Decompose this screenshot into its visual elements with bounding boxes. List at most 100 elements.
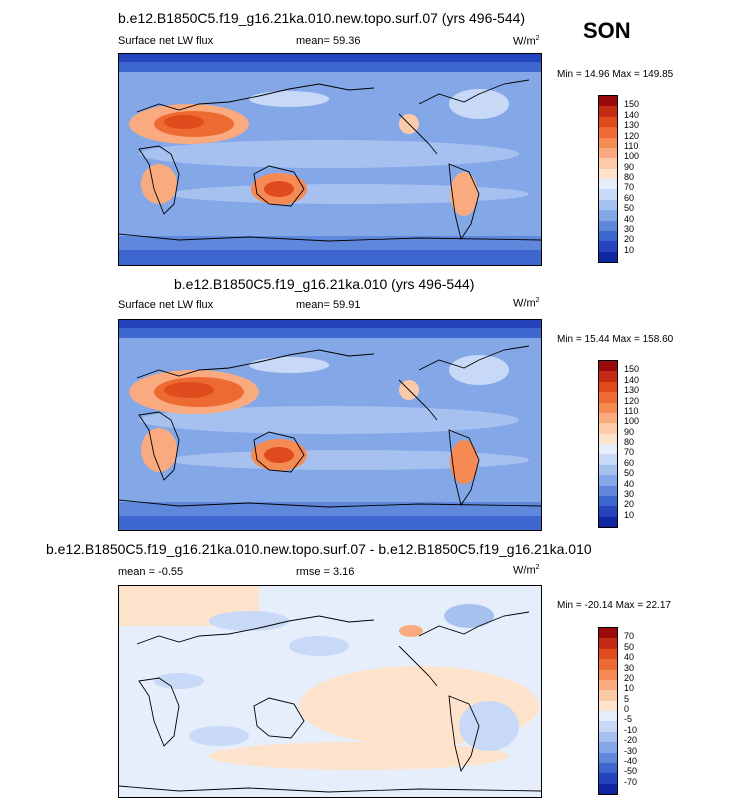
colorbar-tick-label: 130 xyxy=(624,385,640,396)
colorbar-tick-label: -10 xyxy=(624,724,638,735)
colorbar-segment xyxy=(599,179,617,190)
colorbar-segment xyxy=(599,230,617,242)
colorbar-segment xyxy=(599,475,617,486)
panel-2-map-field xyxy=(119,320,541,530)
colorbar-segment xyxy=(599,241,617,252)
colorbar-tick-label: 110 xyxy=(624,140,639,151)
panel-2-units: W/m2 xyxy=(513,297,540,310)
colorbar-tick-label: -20 xyxy=(624,735,638,746)
colorbar-segment xyxy=(599,381,617,393)
panel-3-rmse: rmse = 3.16 xyxy=(296,566,355,578)
colorbar-tick-label: 30 xyxy=(624,488,635,499)
colorbar-tick-label: 5 xyxy=(624,693,630,704)
colorbar-segment xyxy=(599,721,617,732)
colorbar-segment xyxy=(599,762,617,774)
colorbar-segment xyxy=(599,700,617,711)
colorbar-segment xyxy=(599,752,617,763)
colorbar-segment xyxy=(599,189,617,200)
colorbar-segment xyxy=(599,628,617,639)
colorbar-tick-label: 90 xyxy=(624,161,635,172)
colorbar-segment xyxy=(599,423,617,434)
colorbar-tick-label: 90 xyxy=(624,426,635,437)
colorbar-segment xyxy=(599,147,617,159)
colorbar-segment xyxy=(599,506,617,517)
colorbar-tick-label: 130 xyxy=(624,120,640,131)
colorbar-tick-label: 10 xyxy=(624,244,635,255)
colorbar-tick-label: 100 xyxy=(624,151,640,162)
panel-2-title: b.e12.B1850C5.f19_g16.21ka.010 (yrs 496-… xyxy=(174,276,475,292)
panel-2-map xyxy=(118,319,542,531)
panel-2-minmax: Min = 15.44 Max = 158.60 xyxy=(557,334,674,345)
panel-1-mean: mean= 59.36 xyxy=(296,35,361,47)
colorbar-segment xyxy=(599,495,617,507)
colorbar-segment xyxy=(599,433,617,444)
panel-3-title: b.e12.B1850C5.f19_g16.21ka.010.new.topo.… xyxy=(46,541,592,557)
colorbar-tick-label: 70 xyxy=(624,631,635,642)
colorbar-tick-label: 60 xyxy=(624,192,635,203)
colorbar-segment xyxy=(599,516,617,527)
panel-2-mean: mean= 59.91 xyxy=(296,299,361,311)
panel-1-title: b.e12.B1850C5.f19_g16.21ka.010.new.topo.… xyxy=(118,10,526,26)
panel-3-colorbar xyxy=(598,627,618,795)
colorbar-tick-label: 100 xyxy=(624,416,640,427)
colorbar-segment xyxy=(599,371,617,382)
panel-3-minmax: Min = -20.14 Max = 22.17 xyxy=(557,600,671,611)
panel-2-variable: Surface net LW flux xyxy=(118,299,214,311)
colorbar-segment xyxy=(599,742,617,753)
colorbar-tick-label: 10 xyxy=(624,509,635,520)
season-label: SON xyxy=(583,18,631,43)
colorbar-segment xyxy=(599,690,617,701)
colorbar-segment xyxy=(599,168,617,179)
colorbar-tick-label: 40 xyxy=(624,652,635,663)
panel-1-minmax: Min = 14.96 Max = 149.85 xyxy=(557,69,674,80)
colorbar-segment xyxy=(599,773,617,784)
colorbar-segment xyxy=(599,361,617,372)
colorbar-segment xyxy=(599,731,617,743)
colorbar-tick-label: 30 xyxy=(624,223,635,234)
colorbar-tick-label: 30 xyxy=(624,662,635,673)
colorbar-tick-label: 50 xyxy=(624,468,635,479)
panel-1-colorbar xyxy=(598,95,618,263)
colorbar-tick-label: 40 xyxy=(624,478,635,489)
colorbar-segment xyxy=(599,116,617,128)
panel-3-units: W/m2 xyxy=(513,564,540,577)
panel-3-mean: mean = -0.55 xyxy=(118,566,184,578)
colorbar-segment xyxy=(599,412,617,424)
colorbar-tick-label: 120 xyxy=(624,395,640,406)
colorbar-tick-label: 120 xyxy=(624,130,640,141)
colorbar-segment xyxy=(599,251,617,262)
colorbar-tick-label: 70 xyxy=(624,182,635,193)
panel-3-map-field xyxy=(119,586,541,797)
colorbar-segment xyxy=(599,210,617,221)
colorbar-tick-label: 20 xyxy=(624,499,635,510)
colorbar-tick-label: 20 xyxy=(624,672,635,683)
colorbar-tick-label: 20 xyxy=(624,234,635,245)
colorbar-tick-label: 10 xyxy=(624,683,635,694)
colorbar-segment xyxy=(599,220,617,231)
colorbar-segment xyxy=(599,402,617,413)
colorbar-tick-label: 110 xyxy=(624,405,639,416)
panel-1-units: W/m2 xyxy=(513,35,540,48)
colorbar-tick-label: -40 xyxy=(624,755,638,766)
colorbar-segment xyxy=(599,106,617,117)
colorbar-tick-label: 50 xyxy=(624,203,635,214)
panel-1-variable: Surface net LW flux xyxy=(118,35,214,47)
colorbar-tick-label: 50 xyxy=(624,641,635,652)
panel-1-map xyxy=(118,53,542,266)
colorbar-segment xyxy=(599,783,617,794)
colorbar-tick-label: 70 xyxy=(624,447,635,458)
colorbar-segment xyxy=(599,485,617,496)
panel-3-map xyxy=(118,585,542,798)
colorbar-tick-label: 140 xyxy=(624,374,640,385)
colorbar-segment xyxy=(599,669,617,680)
colorbar-tick-label: -70 xyxy=(624,776,638,787)
colorbar-tick-label: 80 xyxy=(624,172,635,182)
colorbar-tick-label: 150 xyxy=(624,364,640,375)
colorbar-segment xyxy=(599,454,617,465)
colorbar-segment xyxy=(599,444,617,455)
colorbar-segment xyxy=(599,659,617,670)
colorbar-segment xyxy=(599,137,617,148)
colorbar-segment xyxy=(599,127,617,138)
colorbar-tick-label: 80 xyxy=(624,437,635,447)
panel-2-colorbar xyxy=(598,360,618,528)
